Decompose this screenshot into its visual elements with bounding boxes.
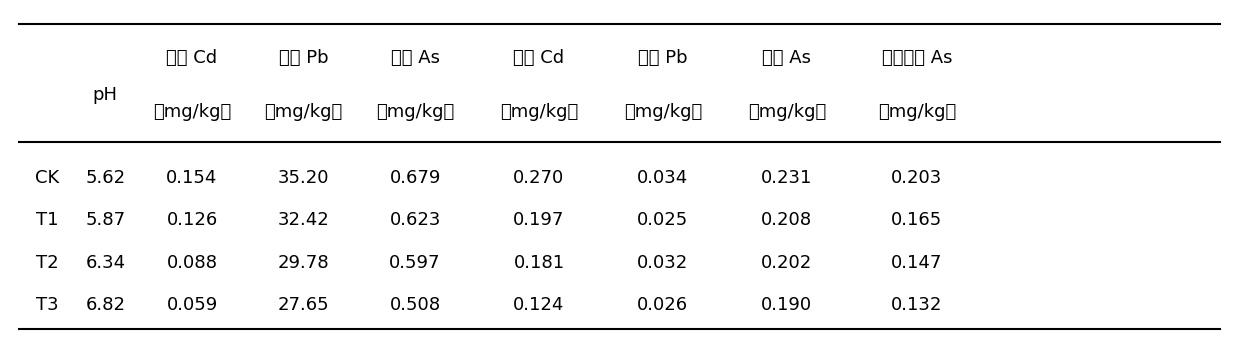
- Text: 稻米 As: 稻米 As: [762, 48, 812, 67]
- Text: 有效 As: 有效 As: [390, 48, 440, 67]
- Text: 5.87: 5.87: [85, 211, 125, 230]
- Text: 0.124: 0.124: [513, 296, 565, 314]
- Text: CK: CK: [35, 169, 59, 187]
- Text: 0.181: 0.181: [513, 254, 565, 272]
- Text: 6.34: 6.34: [85, 254, 125, 272]
- Text: 0.154: 0.154: [166, 169, 218, 187]
- Text: 0.034: 0.034: [637, 169, 689, 187]
- Text: 0.025: 0.025: [637, 211, 689, 230]
- Text: 稻米 Pb: 稻米 Pb: [638, 48, 688, 67]
- Text: 0.059: 0.059: [166, 296, 218, 314]
- Text: 0.190: 0.190: [761, 296, 813, 314]
- Text: 0.203: 0.203: [891, 169, 943, 187]
- Text: 0.270: 0.270: [513, 169, 565, 187]
- Text: 稻米无机 As: 稻米无机 As: [882, 48, 952, 67]
- Text: 0.132: 0.132: [891, 296, 943, 314]
- Text: （mg/kg）: （mg/kg）: [623, 103, 703, 121]
- Text: 0.597: 0.597: [389, 254, 441, 272]
- Text: 0.126: 0.126: [166, 211, 218, 230]
- Text: T2: T2: [36, 254, 58, 272]
- Text: 0.231: 0.231: [761, 169, 813, 187]
- Text: 0.202: 0.202: [761, 254, 813, 272]
- Text: 0.208: 0.208: [761, 211, 813, 230]
- Text: 32.42: 32.42: [278, 211, 330, 230]
- Text: 29.78: 29.78: [278, 254, 330, 272]
- Text: 0.165: 0.165: [891, 211, 943, 230]
- Text: （mg/kg）: （mg/kg）: [747, 103, 826, 121]
- Text: （mg/kg）: （mg/kg）: [152, 103, 232, 121]
- Text: （mg/kg）: （mg/kg）: [375, 103, 455, 121]
- Text: 0.197: 0.197: [513, 211, 565, 230]
- Text: （mg/kg）: （mg/kg）: [264, 103, 343, 121]
- Text: 稻米 Cd: 稻米 Cd: [513, 48, 565, 67]
- Text: 0.026: 0.026: [637, 296, 689, 314]
- Text: 35.20: 35.20: [278, 169, 330, 187]
- Text: 5.62: 5.62: [85, 169, 125, 187]
- Text: pH: pH: [93, 86, 118, 104]
- Text: 0.147: 0.147: [891, 254, 943, 272]
- Text: 有效 Cd: 有效 Cd: [166, 48, 218, 67]
- Text: 6.82: 6.82: [85, 296, 125, 314]
- Text: 0.032: 0.032: [637, 254, 689, 272]
- Text: 有效 Pb: 有效 Pb: [279, 48, 328, 67]
- Text: 0.623: 0.623: [389, 211, 441, 230]
- Text: T3: T3: [36, 296, 58, 314]
- Text: T1: T1: [36, 211, 58, 230]
- Text: 27.65: 27.65: [278, 296, 330, 314]
- Text: （mg/kg）: （mg/kg）: [499, 103, 579, 121]
- Text: 0.508: 0.508: [389, 296, 441, 314]
- Text: 0.088: 0.088: [166, 254, 218, 272]
- Text: （mg/kg）: （mg/kg）: [877, 103, 957, 121]
- Text: 0.679: 0.679: [389, 169, 441, 187]
